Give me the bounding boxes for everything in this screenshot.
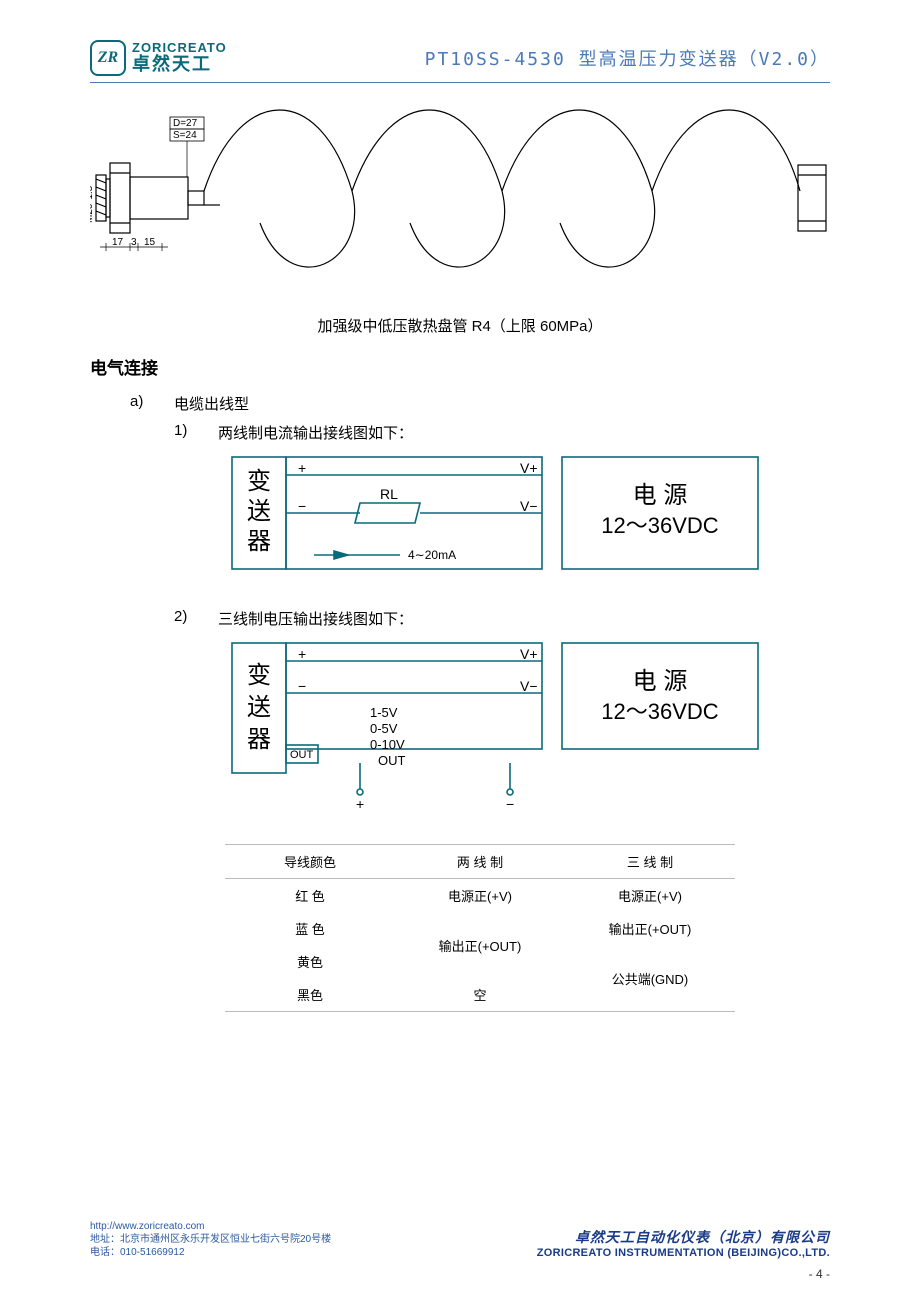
d2-transmitter-2: 送 <box>247 694 271 721</box>
figure-caption: 加强级中低压散热盘管 R4（上限 60MPa） <box>90 315 830 336</box>
td-red: 红 色 <box>225 879 395 912</box>
dim-15: 15 <box>144 237 156 248</box>
td-red-2w: 电源正(+V) <box>395 879 565 912</box>
mechanical-drawing: D=27 S=24 M20*1.5 17 3 15 <box>90 93 830 313</box>
page-footer: http://www.zoricreato.com 地址：北京市通州区永乐开发区… <box>90 1220 830 1281</box>
footer-url: http://www.zoricreato.com <box>90 1220 331 1233</box>
td-gnd-3w-top <box>565 945 735 952</box>
d2-out-plus: + <box>356 796 364 812</box>
d2-v2: 0-5V <box>370 721 398 736</box>
footer-company-cn: 卓然天工自动化仪表（北京）有限公司 <box>537 1227 830 1247</box>
page-number: - 4 - <box>90 1267 830 1281</box>
td-yellow: 黄色 <box>225 945 395 978</box>
footer-address: 地址：北京市通州区永乐开发区恒业七街六号院20号楼 <box>90 1233 331 1246</box>
d1-transmitter-3: 器 <box>247 528 271 555</box>
wire-color-table: 导线颜色 两 线 制 三 线 制 红 色 电源正(+V) 电源正(+V) 蓝 色… <box>225 844 735 1012</box>
d1-plus: + <box>298 460 306 476</box>
d1-power-title: 电 源 <box>633 482 688 509</box>
th-3wire: 三 线 制 <box>565 845 735 878</box>
d2-v1: 1-5V <box>370 705 398 720</box>
d2-vplus: V+ <box>520 646 538 662</box>
d2-transmitter-1: 变 <box>247 662 271 689</box>
list-marker-1: 1) <box>174 422 196 443</box>
d2-power-range: 12～36VDC <box>601 699 719 724</box>
th-color: 导线颜色 <box>225 845 395 878</box>
d2-vminus: V− <box>520 678 538 694</box>
d1-power-range: 12～36VDC <box>601 513 719 538</box>
footer-company-en: ZORICREATO INSTRUMENTATION (BEIJING)CO.,… <box>537 1247 830 1259</box>
logo-text-cn: 卓然天工 <box>132 55 227 75</box>
d1-vplus: V+ <box>520 460 538 476</box>
wiring-diagram-2wire: 变 送 器 + − RL V+ V− 4∼20mA 电 源 12～36VDC <box>230 451 830 586</box>
document-title: PT10SS-4530 型高温压力变送器（V2.0） <box>425 45 830 71</box>
d2-out-port: OUT <box>290 749 314 761</box>
td-blue: 蓝 色 <box>225 912 395 945</box>
section-heading-electrical: 电气连接 <box>90 354 830 379</box>
logo-mark-icon: ZR <box>90 40 126 76</box>
td-black-2w: 空 <box>395 978 565 1011</box>
dim-3: 3 <box>131 237 137 248</box>
td-red-3w: 电源正(+V) <box>565 879 735 912</box>
list-marker-a: a) <box>130 393 152 414</box>
list-text-2: 三线制电压输出接线图如下： <box>218 608 413 629</box>
list-marker-2: 2) <box>174 608 196 629</box>
d2-v4: OUT <box>378 753 406 768</box>
td-black: 黑色 <box>225 978 395 1011</box>
d2-out-minus: − <box>506 796 514 812</box>
d1-transmitter-2: 送 <box>247 498 271 525</box>
dim-thread: M20*1.5 <box>90 185 95 223</box>
d2-plus: + <box>298 646 306 662</box>
d2-transmitter-3: 器 <box>247 726 271 753</box>
d1-rl: RL <box>380 486 398 502</box>
d2-minus: − <box>298 678 306 694</box>
dim-s: S=24 <box>173 130 197 141</box>
footer-tel: 电话：010-51669912 <box>90 1246 331 1259</box>
dim-d: D=27 <box>173 118 198 129</box>
dim-17: 17 <box>112 237 124 248</box>
d1-vminus: V− <box>520 498 538 514</box>
list-text-a: 电缆出线型 <box>174 393 249 414</box>
list-text-1: 两线制电流输出接线图如下： <box>218 422 413 443</box>
wiring-diagram-3wire: 变 送 器 + − V+ V− OUT 1-5V 0-5V 0-10V OUT … <box>230 637 830 822</box>
th-2wire: 两 线 制 <box>395 845 565 878</box>
d2-v3: 0-10V <box>370 737 405 752</box>
d1-transmitter-1: 变 <box>247 468 271 495</box>
d1-current: 4∼20mA <box>408 548 456 562</box>
d1-minus: − <box>298 498 306 514</box>
td-gnd-3w: 公共端(GND) <box>565 962 735 995</box>
d2-power-title: 电 源 <box>633 668 688 695</box>
page-header: ZR ZORICREATO 卓然天工 PT10SS-4530 型高温压力变送器（… <box>90 40 830 83</box>
td-out-2w: 输出正(+OUT) <box>395 936 565 955</box>
td-out-3w: 输出正(+OUT) <box>565 912 735 945</box>
logo-block: ZR ZORICREATO 卓然天工 <box>90 40 227 76</box>
